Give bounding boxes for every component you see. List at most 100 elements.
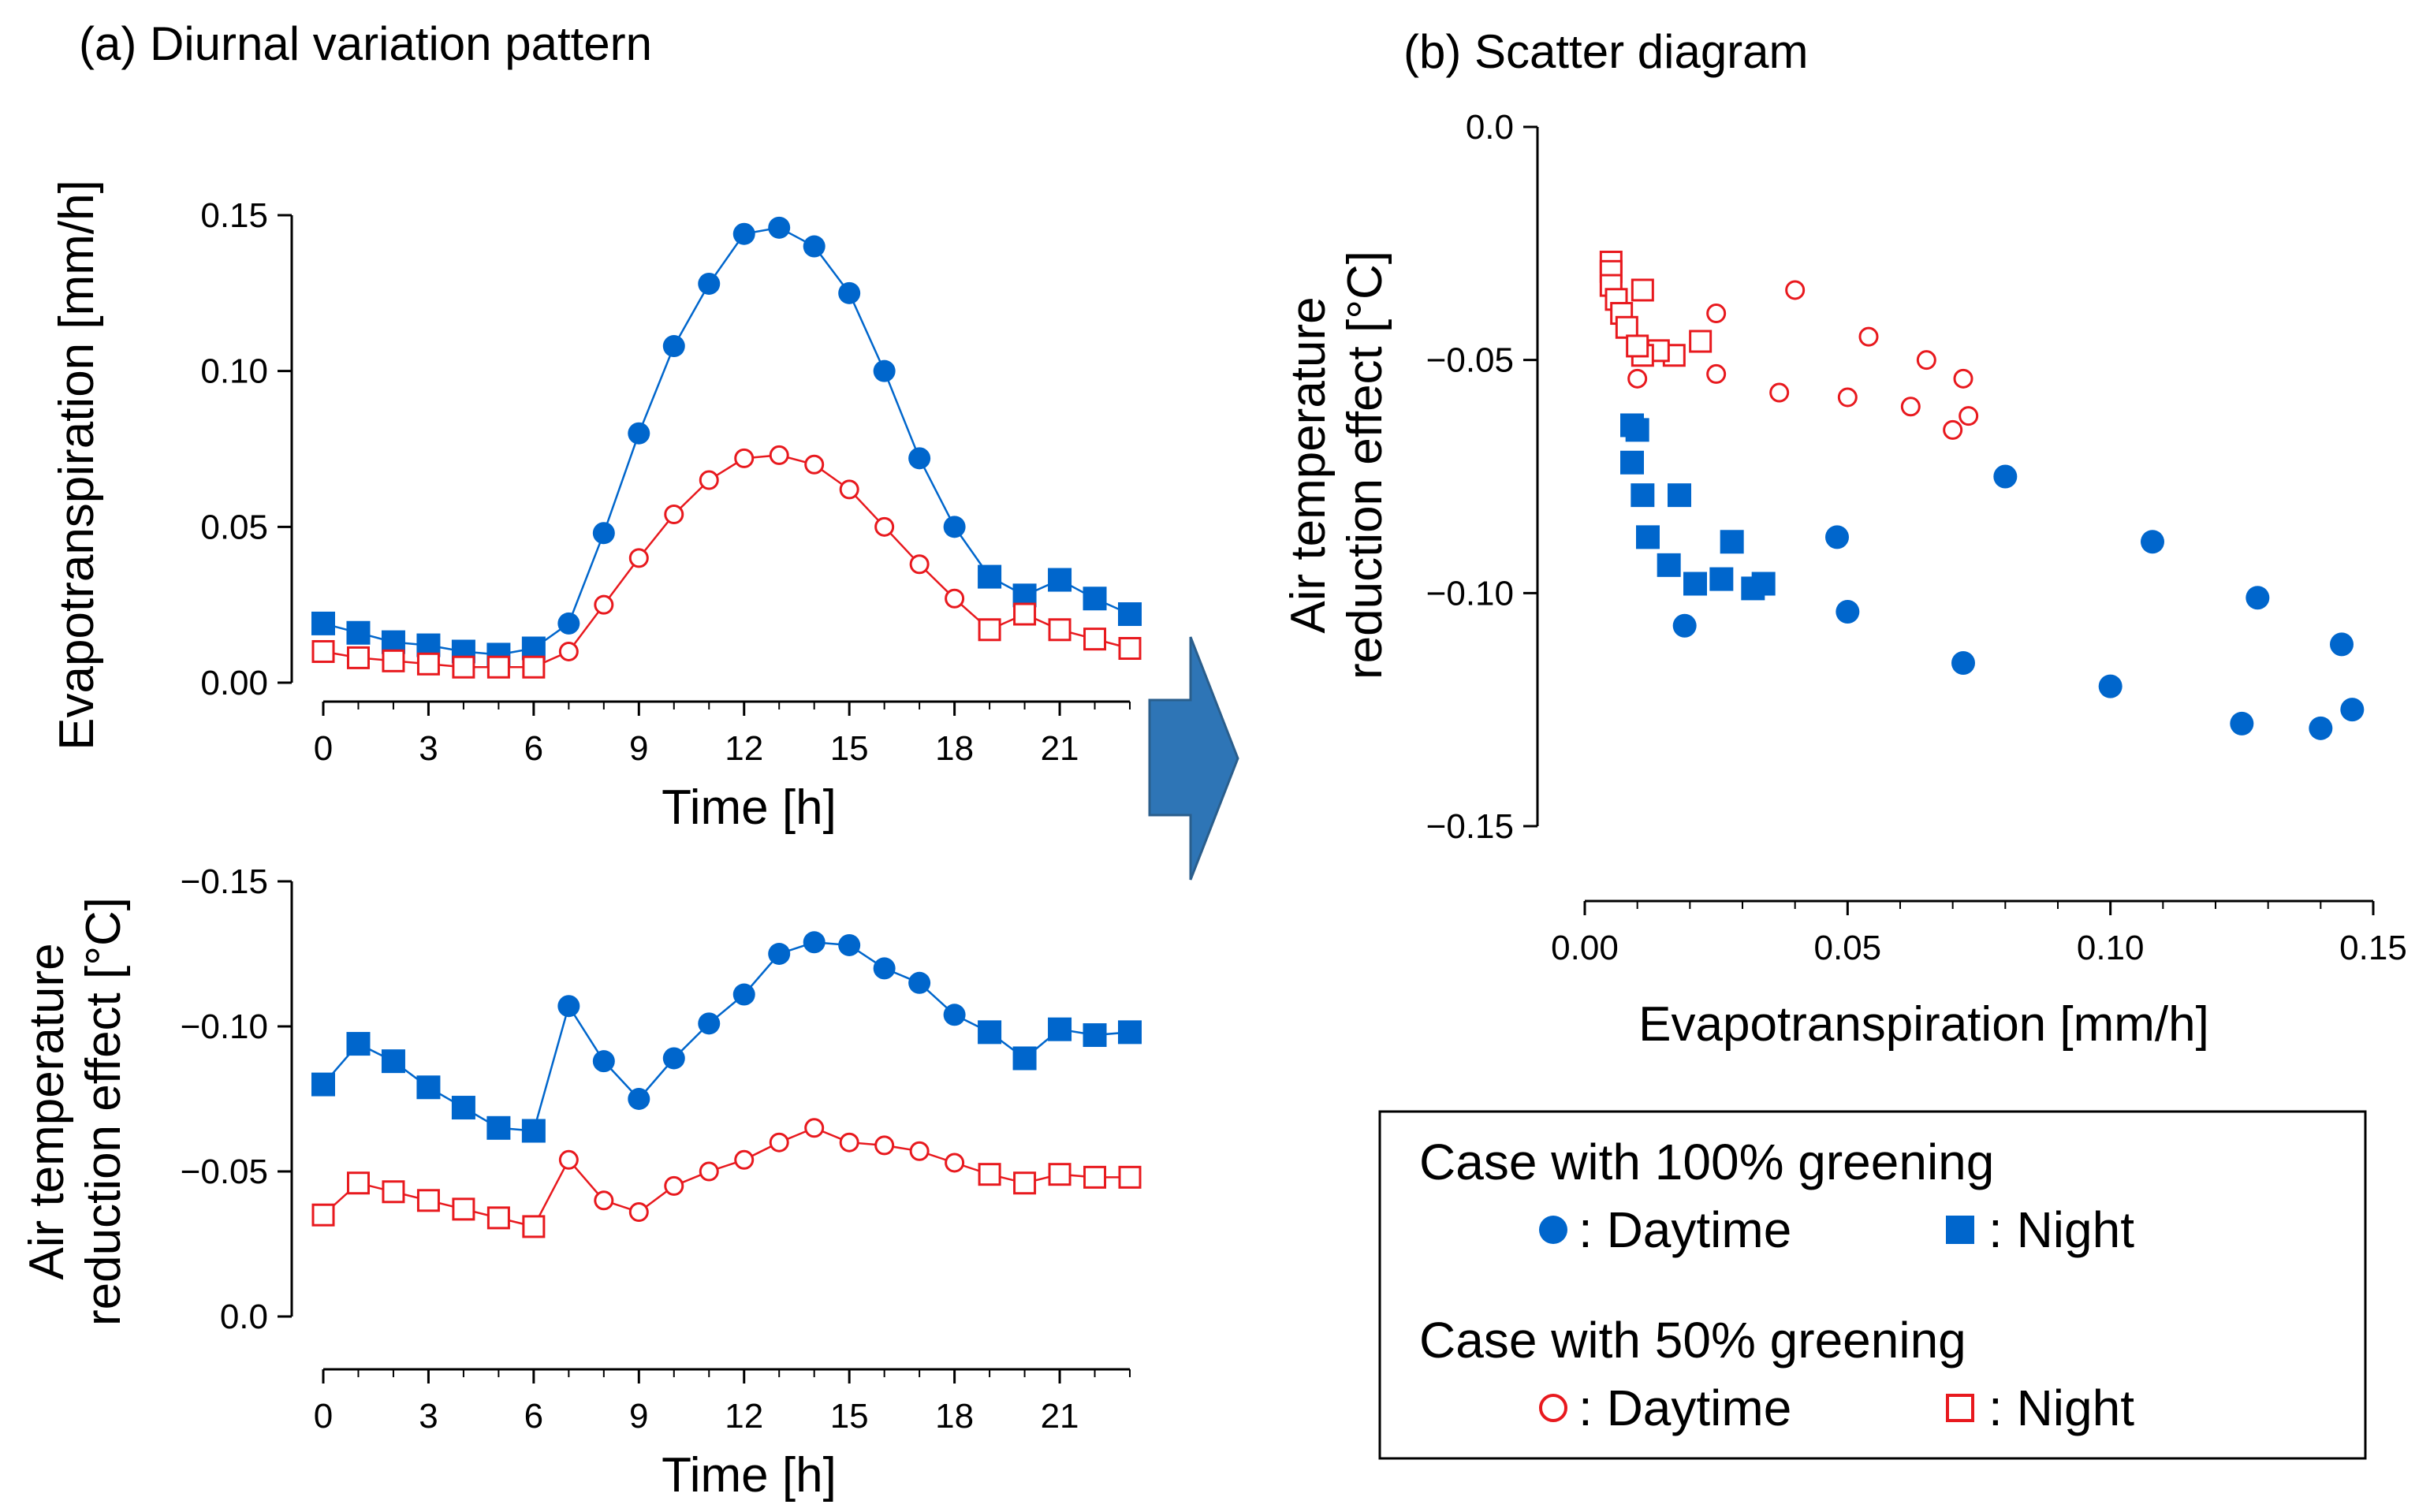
legend-case50-title: Case with 50% greening <box>1419 1312 1966 1369</box>
legend-case50-day-label: : Daytime <box>1578 1380 1791 1436</box>
bottom-series-1-point <box>909 1141 930 1161</box>
bottom-series-0-point <box>416 1075 441 1100</box>
legend-box <box>1378 1110 2367 1460</box>
top-series-0-point <box>943 516 966 538</box>
top-series-0-point <box>662 335 685 358</box>
bottom-axes: 0.0 −0.05 −0.10 −0.15 0 3 6 9 12 15 18 21 <box>181 862 1131 1436</box>
top-series-1-point <box>558 641 579 661</box>
bottom-series-1-point <box>1013 1171 1037 1195</box>
bottom-series-0-point <box>1012 1046 1037 1071</box>
top-series-0-point <box>803 235 826 258</box>
scatter-series-1-point <box>1657 553 1681 577</box>
scatter-series-0-point <box>1672 613 1697 638</box>
legend-case100-night-label: : Night <box>1988 1201 2134 1258</box>
bottom-series-0-point <box>1048 1017 1072 1041</box>
top-series-1-point <box>804 454 825 475</box>
bottom-series-1-point <box>628 1202 649 1223</box>
bottom-xtick-label: 21 <box>1041 1397 1079 1436</box>
bottom-ytick-label: 0.0 <box>220 1298 268 1336</box>
bottom-series-0-point <box>486 1115 511 1140</box>
top-series-0-point <box>698 272 721 295</box>
bottom-series-1-point <box>311 1203 335 1227</box>
scatter-series-0-point <box>1825 525 1849 549</box>
top-series-0-point <box>732 222 755 245</box>
bottom-series-1-point <box>1048 1163 1072 1186</box>
top-xlabel: Time [h] <box>662 780 837 835</box>
bottom-series-1-point <box>664 1175 684 1196</box>
scatter-series-1-point <box>1636 525 1660 549</box>
scatter-series-0-point <box>2246 586 2270 610</box>
top-series-0-point <box>346 620 371 645</box>
scatter-series-1-point <box>1751 572 1776 596</box>
top-series-0-point <box>311 611 335 635</box>
bottom-series-1-point <box>594 1190 614 1211</box>
top-series-1-point <box>839 479 859 500</box>
scatter-series-2-point <box>1706 304 1727 324</box>
bottom-series-1-point <box>839 1132 859 1153</box>
scatter-series-2-point <box>1959 406 1979 426</box>
top-ytick-label: 0.00 <box>200 664 268 702</box>
top-series-1-point <box>416 652 440 676</box>
top-ytick-label: 0.05 <box>200 508 268 546</box>
scatter-series-1-point <box>1620 450 1644 475</box>
scatter-series-2-point <box>1916 350 1936 371</box>
bottom-series-1-point <box>382 1180 405 1204</box>
scatter-series-1-point <box>1631 483 1655 508</box>
top-series-0-point <box>1118 602 1142 627</box>
top-series-1-point <box>945 588 965 609</box>
legend-case100-day-marker <box>1539 1216 1567 1244</box>
bottom-series-0-point <box>521 1119 546 1143</box>
bottom-ytick-label: −0.10 <box>181 1007 268 1046</box>
bottom-xlabel: Time [h] <box>662 1448 837 1503</box>
top-series-0-point <box>768 216 791 239</box>
top-xtick-label: 12 <box>725 729 763 768</box>
scatter-series-2-point <box>1627 368 1648 389</box>
scatter-ytick-label: 0.0 <box>1466 108 1514 147</box>
top-xtick-label: 9 <box>629 729 648 768</box>
top-series-0-point <box>1083 587 1107 611</box>
top-ylabel: Evapotranspiration [mm/h] <box>50 180 104 750</box>
top-series-1-line <box>322 454 1131 668</box>
top-series-1-point <box>486 655 510 679</box>
bottom-series-0-point <box>662 1047 685 1070</box>
bottom-series-1-point <box>486 1206 510 1230</box>
scatter-series-0-point <box>2098 674 2123 698</box>
scatter-xtick-label: 0.00 <box>1551 929 1619 967</box>
scatter-series-2-point <box>1858 326 1879 347</box>
scatter-series-1-point <box>1683 572 1707 596</box>
bottom-series-1-point <box>522 1215 546 1238</box>
scatter-xtick-label: 0.15 <box>2339 929 2407 967</box>
legend-case50-day-marker <box>1539 1394 1567 1422</box>
bottom-xtick-label: 9 <box>629 1397 648 1436</box>
top-xtick-label: 3 <box>419 729 438 768</box>
scatter-ylabel-line2: reduction effect [°C] <box>1338 251 1392 680</box>
top-series-1-point <box>311 639 335 663</box>
bottom-series-1-point <box>1083 1165 1107 1189</box>
bottom-xtick-label: 15 <box>830 1397 869 1436</box>
scatter-series-0-point <box>2309 716 2333 740</box>
top-series-0-point <box>557 612 580 635</box>
bottom-series-0-point <box>698 1012 721 1035</box>
legend-case50-night-label: : Night <box>1988 1380 2134 1436</box>
scatter-axes: 0.0 −0.05 −0.10 −0.15 0.00 0.05 0.10 0.15 <box>1426 108 2407 967</box>
bottom-series-0-point <box>1118 1020 1142 1045</box>
bottom-series-0-point <box>592 1050 615 1073</box>
bottom-xtick-label: 3 <box>419 1397 438 1436</box>
bottom-series-1-point <box>804 1118 825 1138</box>
scatter-series-0-point <box>1993 464 2018 489</box>
top-xtick-label: 6 <box>524 729 543 768</box>
scatter-ytick-label: −0.10 <box>1426 574 1514 613</box>
bottom-series-0-point <box>1083 1023 1107 1048</box>
bottom-series-0-point <box>803 931 826 954</box>
scatter-chart: 0.0 −0.05 −0.10 −0.15 0.00 0.05 0.10 0.15 Air t… <box>1281 108 2407 1052</box>
bottom-series-0-point <box>838 933 861 956</box>
scatter-series-1-point <box>1625 418 1649 442</box>
scatter-series-2-point <box>1900 397 1921 417</box>
top-ytick-label: 0.15 <box>200 196 268 235</box>
bottom-series-0-point <box>557 995 580 1018</box>
bottom-series-0-point <box>311 1072 335 1097</box>
top-marks <box>311 216 1142 679</box>
scatter-series-0-point <box>1836 599 1860 624</box>
bottom-series-0-point <box>908 971 931 994</box>
top-xtick-label: 21 <box>1041 729 1079 768</box>
